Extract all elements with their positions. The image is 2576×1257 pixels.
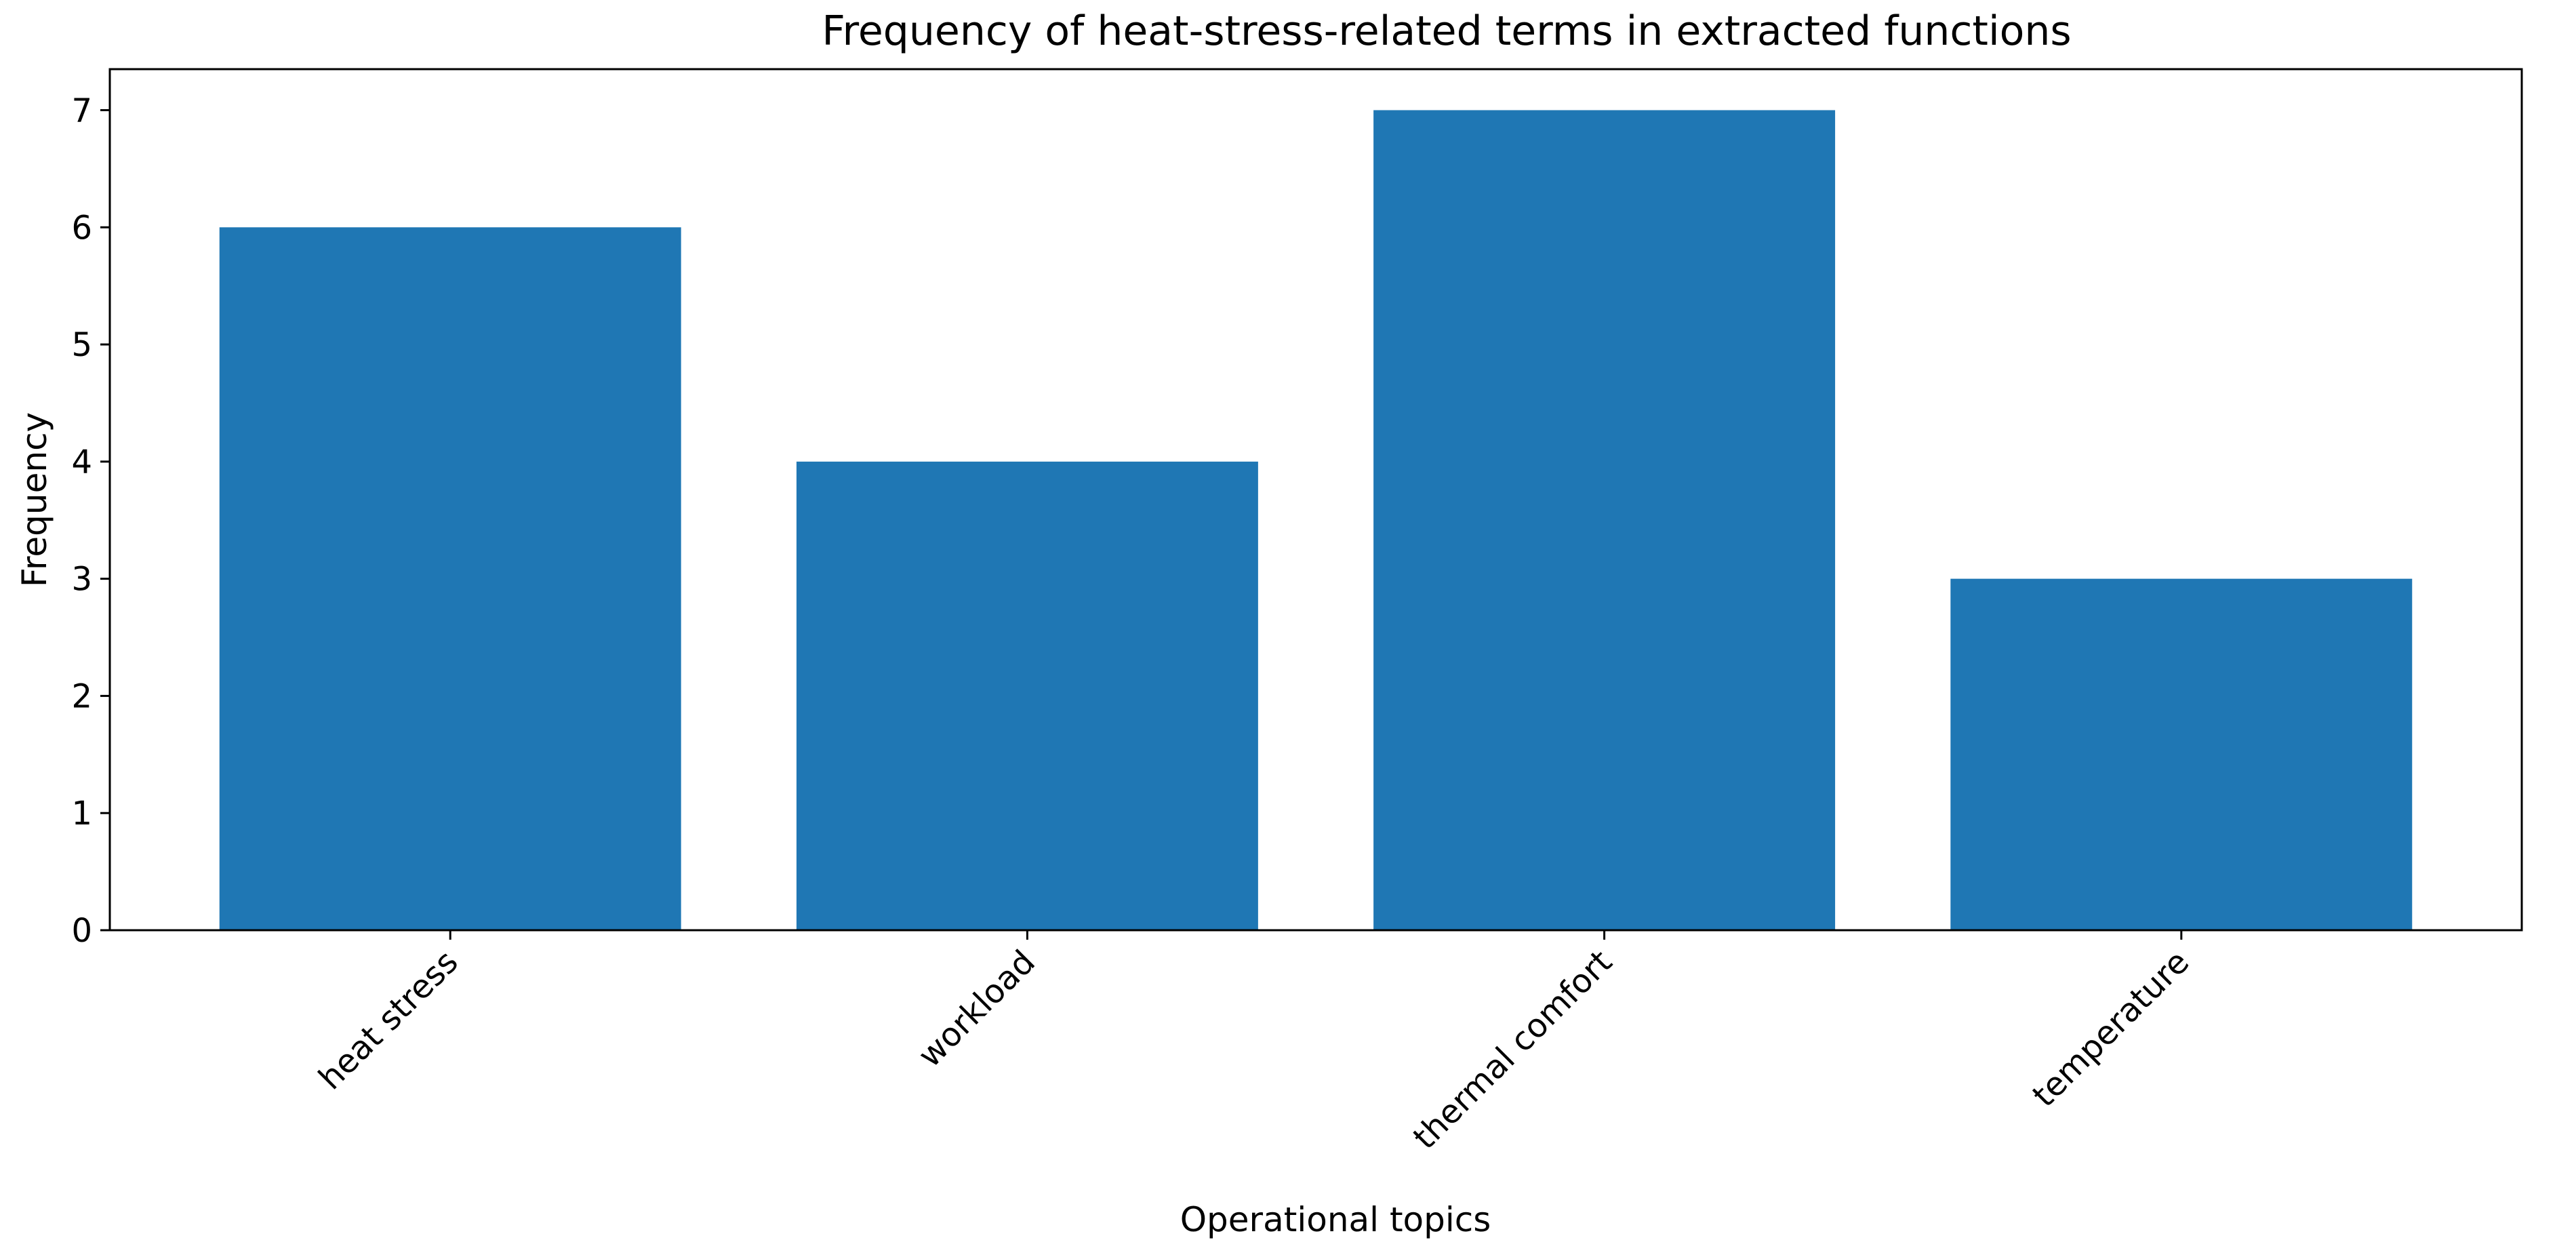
y-tick-label: 5 xyxy=(71,326,92,364)
y-axis-ticks: 0 1 2 3 4 5 6 7 xyxy=(71,92,110,950)
y-axis-label: Frequency xyxy=(15,412,54,587)
bar-temperature xyxy=(1950,578,2413,930)
y-tick-label: 4 xyxy=(71,443,92,481)
bar-workload xyxy=(796,461,1258,930)
y-tick-label: 7 xyxy=(71,92,92,129)
y-tick-label: 0 xyxy=(71,912,92,950)
plot-frame xyxy=(108,68,2523,932)
chart-title: Frequency of heat-stress-related terms i… xyxy=(822,7,2071,55)
bar-thermal-comfort xyxy=(1373,110,1836,930)
y-tick-label: 1 xyxy=(71,795,92,833)
y-tick-label: 2 xyxy=(71,677,92,715)
bar-heat-stress xyxy=(219,227,681,930)
y-tick-label: 3 xyxy=(71,561,92,599)
bar-group xyxy=(219,110,2413,930)
x-axis-label: Operational topics xyxy=(1180,1200,1491,1239)
y-tick-label: 6 xyxy=(71,209,92,247)
